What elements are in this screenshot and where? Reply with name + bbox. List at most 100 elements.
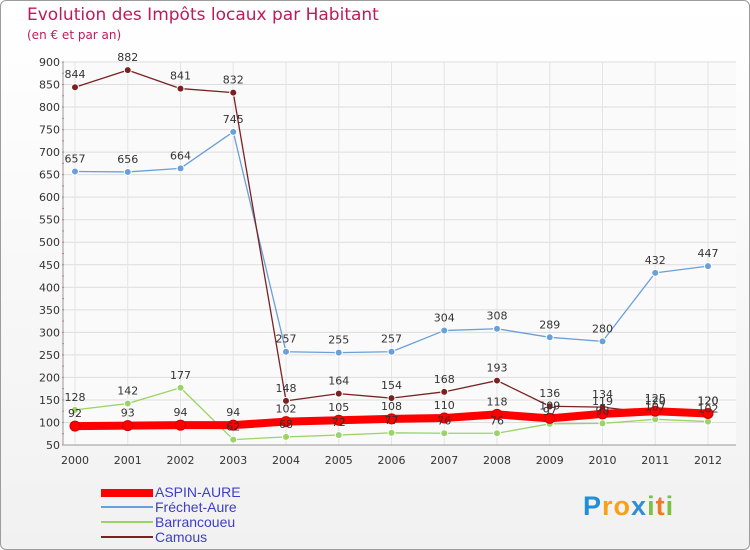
logo-letter: x: [631, 491, 648, 521]
data-point: [440, 429, 449, 438]
logo-letter: r: [602, 491, 614, 521]
data-label: 77: [385, 414, 399, 427]
data-point: [176, 84, 185, 93]
x-tick-label: 2008: [483, 454, 511, 467]
data-point: [387, 347, 396, 356]
data-point: [176, 164, 185, 173]
data-point: [176, 383, 185, 392]
data-point: [71, 167, 79, 176]
legend-label: Fréchet-Aure: [155, 499, 237, 515]
data-label: 76: [437, 414, 451, 427]
data-point: [702, 407, 714, 419]
data-point: [123, 399, 132, 408]
data-label: 177: [170, 369, 191, 382]
legend-swatch: [101, 506, 153, 508]
data-label: 110: [434, 399, 455, 412]
chart-subtitle: (en € et par an): [27, 28, 122, 42]
data-point: [333, 414, 345, 426]
data-label: 109: [539, 399, 560, 412]
data-label: 76: [490, 414, 504, 427]
data-label: 62: [226, 421, 240, 434]
data-label: 447: [698, 247, 719, 260]
data-label: 134: [592, 388, 613, 401]
data-label: 94: [226, 406, 240, 419]
x-tick-label: 2007: [430, 454, 458, 467]
data-label: 72: [332, 416, 346, 429]
data-point: [387, 394, 396, 403]
logo-letter: P: [583, 491, 603, 521]
y-tick-label: 650: [39, 169, 60, 182]
data-point: [545, 402, 554, 411]
logo-letter: i: [647, 491, 656, 521]
data-label: 102: [698, 403, 719, 416]
data-label: 105: [328, 401, 349, 414]
x-tick-label: 2012: [694, 454, 722, 467]
data-point: [651, 268, 660, 277]
y-tick-label: 200: [39, 371, 60, 384]
proxiti-logo: Proxiti: [583, 491, 674, 522]
data-label: 280: [592, 322, 613, 335]
data-point: [440, 387, 449, 396]
logo-letter: i: [665, 491, 675, 521]
y-tick-label: 300: [39, 326, 60, 339]
data-point: [493, 376, 501, 385]
data-point: [493, 429, 501, 438]
data-point: [227, 419, 239, 431]
data-label: 844: [65, 68, 86, 81]
data-point: [334, 348, 343, 357]
data-label: 119: [592, 395, 613, 408]
x-tick-label: 2003: [219, 454, 247, 467]
legend-label: ASPIN-AURE: [155, 484, 241, 500]
data-point: [229, 435, 238, 444]
y-tick-label: 850: [39, 79, 60, 92]
legend-swatch: [101, 489, 153, 497]
data-label: 289: [539, 318, 560, 331]
data-label: 255: [328, 334, 349, 347]
y-tick-label: 700: [39, 146, 60, 159]
data-point: [122, 420, 134, 432]
data-label: 68: [279, 418, 293, 431]
data-point: [229, 88, 238, 97]
chart-title: Evolution des Impôts locaux par Habitant: [27, 5, 379, 25]
data-label: 154: [381, 379, 402, 392]
data-point: [438, 412, 450, 424]
data-point: [334, 389, 343, 398]
data-label: 664: [170, 149, 191, 162]
data-point: [649, 405, 661, 417]
data-point: [545, 333, 554, 342]
data-point: [123, 66, 132, 75]
data-label: 841: [170, 70, 191, 83]
data-label: 193: [487, 362, 508, 375]
logo-letter: t: [655, 491, 666, 521]
logo-letter: o: [613, 491, 632, 521]
data-label: 120: [698, 394, 719, 407]
y-tick-label: 400: [39, 281, 60, 294]
data-label: 94: [174, 406, 188, 419]
data-label: 120: [698, 394, 719, 407]
data-point: [71, 405, 79, 414]
data-point: [704, 262, 712, 271]
data-point: [544, 412, 556, 424]
y-tick-label: 50: [46, 439, 60, 452]
data-point: [282, 347, 290, 356]
data-point: [598, 337, 607, 346]
data-point: [704, 417, 712, 426]
y-tick-label: 750: [39, 124, 60, 137]
y-tick-label: 100: [39, 416, 60, 429]
data-point: [491, 408, 503, 420]
data-label: 308: [487, 310, 508, 323]
x-tick-label: 2001: [114, 454, 142, 467]
data-point: [598, 419, 607, 428]
data-label: 98: [596, 404, 610, 417]
x-tick-label: 2004: [272, 454, 300, 467]
data-label: 92: [68, 407, 82, 420]
data-label: 108: [381, 400, 402, 413]
data-label: 97: [543, 405, 557, 418]
data-point: [334, 431, 343, 440]
data-label: 164: [328, 375, 349, 388]
legend-swatch: [101, 521, 153, 523]
x-tick-label: 2002: [167, 454, 195, 467]
data-label: 432: [645, 254, 666, 267]
legend-label: Barrancoueu: [155, 514, 236, 530]
y-tick-label: 150: [39, 394, 60, 407]
